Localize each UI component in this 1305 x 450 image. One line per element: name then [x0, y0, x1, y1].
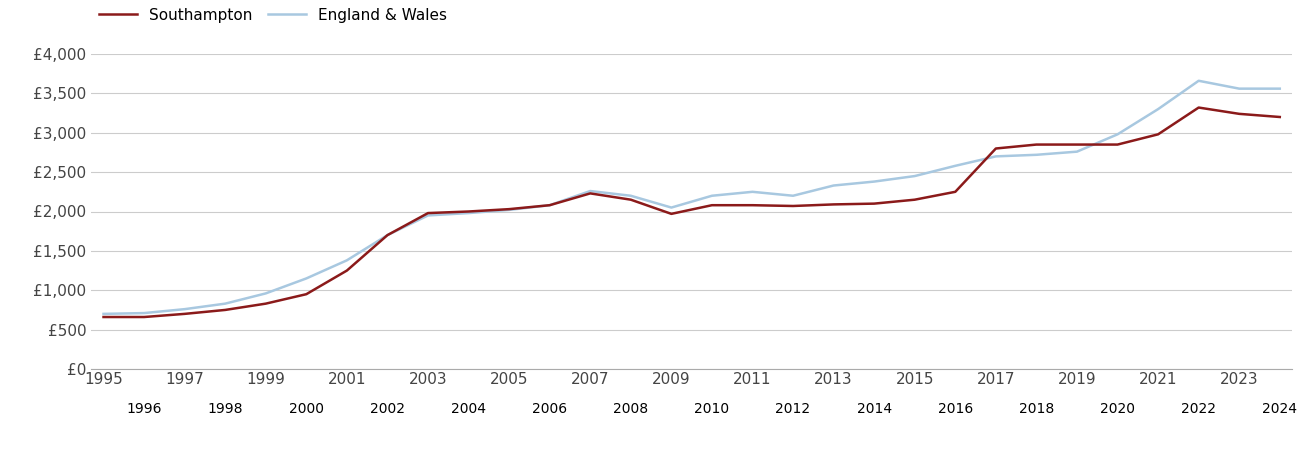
- Legend: Southampton, England & Wales: Southampton, England & Wales: [99, 8, 448, 22]
